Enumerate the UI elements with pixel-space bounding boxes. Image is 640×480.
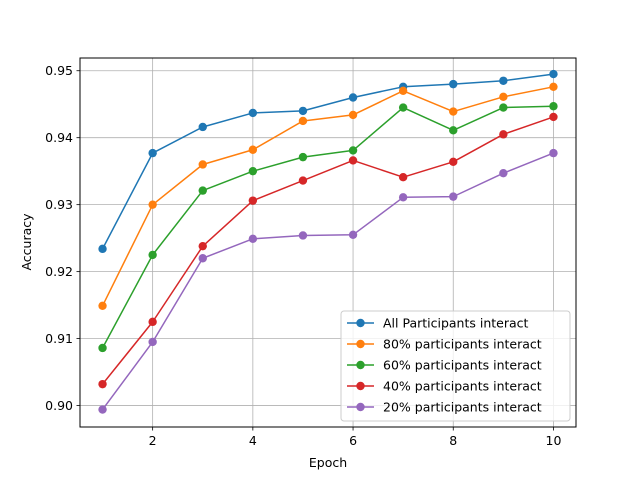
data-point [148, 317, 157, 327]
data-point [449, 107, 458, 116]
data-point [248, 234, 258, 244]
data-point [298, 231, 308, 240]
data-point [98, 343, 107, 353]
series-1 [98, 69, 558, 254]
series-line [101, 73, 554, 250]
data-point [398, 193, 408, 202]
legend-item: 40% participants interact [347, 379, 542, 394]
data-point [549, 148, 558, 158]
legend-box [340, 310, 571, 422]
series-line [101, 116, 554, 385]
y-axis-title: Accuracy [19, 213, 34, 271]
y-tick-label: 0.95 [45, 63, 73, 78]
data-point [348, 93, 358, 102]
legend-marker [356, 360, 365, 370]
data-point [348, 156, 358, 165]
y-tick-label: 0.92 [45, 264, 73, 279]
data-point [549, 82, 558, 91]
data-point [499, 130, 508, 139]
data-point [499, 76, 508, 85]
legend-item: 20% participants interact [347, 400, 542, 415]
legend-label: 60% participants interact [383, 358, 542, 373]
data-point [549, 69, 558, 79]
data-point [398, 86, 408, 96]
x-tick-label: 6 [349, 433, 357, 448]
data-point [298, 106, 308, 116]
legend-item: 60% participants interact [347, 358, 542, 373]
series-5 [98, 148, 558, 414]
data-point [98, 379, 107, 389]
data-point [248, 196, 258, 205]
plot-area-frame [79, 57, 577, 428]
legend-item: 80% participants interact [347, 337, 542, 352]
data-point [549, 112, 558, 122]
legend-marker [356, 339, 365, 349]
x-tick-label: 2 [149, 433, 157, 448]
data-point [398, 103, 408, 112]
data-point [298, 116, 308, 126]
y-tick-label: 0.90 [45, 398, 73, 413]
data-point [499, 92, 508, 102]
series-2 [98, 82, 558, 310]
data-point [98, 301, 107, 310]
data-point [348, 146, 358, 155]
legend-marker [356, 402, 365, 412]
y-tick-label: 0.94 [45, 130, 73, 145]
data-point [148, 148, 157, 158]
series-line [101, 152, 554, 411]
data-point [98, 244, 107, 254]
legend-label: 20% participants interact [383, 400, 542, 415]
data-point [348, 110, 358, 120]
data-point [298, 176, 308, 185]
x-tick-label: 10 [546, 433, 562, 448]
legend-label: 80% participants interact [383, 337, 542, 352]
data-point [549, 102, 558, 111]
data-point [449, 79, 458, 89]
x-tick-label: 4 [249, 433, 257, 448]
data-point [148, 200, 157, 209]
legend-item: All Participants interact [347, 316, 529, 331]
data-point [449, 126, 458, 135]
data-point [248, 145, 258, 154]
y-tick-label: 0.91 [45, 331, 73, 346]
legend-marker [356, 318, 365, 328]
series-3 [98, 102, 558, 353]
legend: All Participants interact 80% participant… [340, 310, 571, 422]
data-point [198, 160, 207, 169]
legend-label: 40% participants interact [383, 379, 542, 394]
legend-marker [356, 381, 365, 391]
data-point [398, 173, 408, 182]
data-point [298, 152, 308, 162]
data-point [499, 103, 508, 112]
data-point [248, 166, 258, 176]
x-axis-title: Epoch [309, 455, 347, 470]
data-point [198, 186, 207, 195]
legend-label: All Participants interact [383, 316, 529, 331]
series-line [101, 105, 554, 349]
data-point [198, 241, 207, 251]
data-point [148, 337, 157, 347]
data-point [449, 157, 458, 167]
y-tick-label: 0.93 [45, 197, 73, 212]
data-point [98, 405, 107, 414]
series-lines [98, 69, 558, 414]
data-point [248, 108, 258, 118]
series-line [101, 86, 554, 307]
series-4 [98, 112, 558, 389]
data-point [148, 250, 157, 260]
data-point [198, 122, 207, 132]
data-point [348, 230, 358, 239]
data-point [499, 168, 508, 178]
x-tick-label: 8 [449, 433, 457, 448]
data-point [449, 192, 458, 201]
data-point [198, 254, 207, 263]
axes: 2 4 6 8 10 0.90 0.91 0.92 0.93 0.94 0.95 [45, 63, 561, 448]
